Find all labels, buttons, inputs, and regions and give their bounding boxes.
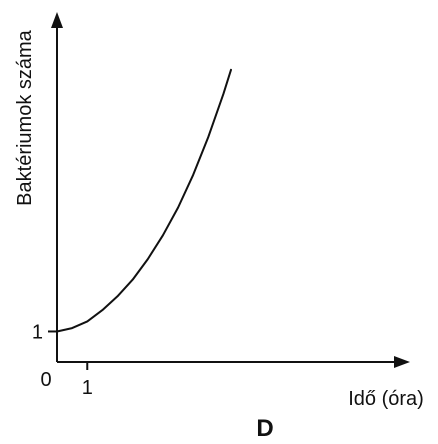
axes — [51, 12, 410, 368]
x-tick-label: 1 — [82, 377, 93, 399]
x-axis-label: Idő (óra) — [348, 388, 424, 410]
series — [56, 68, 232, 333]
x-axis-arrow-icon — [394, 356, 410, 368]
y-axis-arrow-icon — [51, 12, 63, 28]
origin-label: 0 — [40, 369, 51, 391]
ticks: 11 — [32, 321, 93, 399]
growth-curve-line — [56, 68, 232, 333]
y-axis-label: Baktériumok száma — [14, 29, 36, 205]
y-tick-label: 1 — [32, 321, 43, 343]
figure-caption: D — [256, 415, 273, 442]
